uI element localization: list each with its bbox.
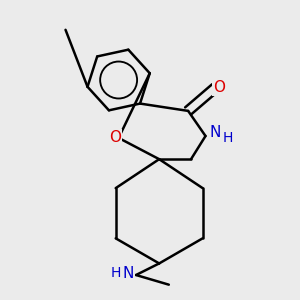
Text: H: H <box>110 266 121 280</box>
Text: H: H <box>223 131 233 145</box>
Text: N: N <box>123 266 134 280</box>
Text: O: O <box>213 80 225 95</box>
Text: N: N <box>209 124 221 140</box>
Text: O: O <box>109 130 121 146</box>
